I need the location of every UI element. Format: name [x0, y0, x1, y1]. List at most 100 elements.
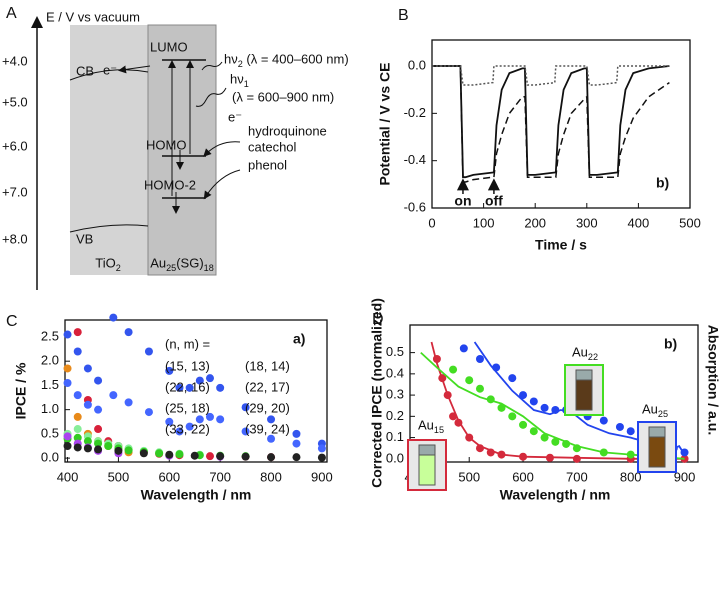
x-tick-label: 800	[260, 469, 282, 484]
data-line	[432, 65, 670, 183]
label: hν1	[230, 71, 249, 89]
point	[438, 374, 447, 383]
x-axis-label: Wavelength / nm	[500, 487, 611, 503]
point	[144, 408, 153, 417]
point	[572, 444, 581, 453]
y-tick-label: -0.4	[404, 152, 426, 167]
y-axis-label: Corrected IPCE (normalized)	[369, 298, 385, 488]
point	[459, 344, 468, 353]
point	[454, 418, 463, 427]
y-tick-label: 0.0	[41, 450, 59, 465]
point	[492, 363, 501, 372]
y-tick-label: -0.6	[404, 199, 426, 214]
point	[83, 400, 92, 409]
x-tick-label: 600	[512, 469, 534, 484]
point	[185, 422, 194, 431]
point	[63, 442, 72, 451]
x-tick-label: 900	[674, 469, 696, 484]
point	[449, 412, 458, 421]
legend-entry: Au25	[642, 401, 668, 419]
photon	[195, 87, 227, 107]
point	[83, 437, 92, 446]
point	[443, 391, 452, 400]
point	[267, 453, 276, 462]
legend-entry: Au22	[572, 344, 598, 362]
chart: D Wavelength / nm Corrected IPCE (normaliz…	[369, 298, 722, 503]
annotation: b)	[664, 336, 677, 352]
point	[267, 434, 276, 443]
y-axis-label: IPCE / %	[13, 362, 29, 419]
label: Au25(SG)18	[150, 255, 214, 273]
point	[241, 403, 250, 412]
point	[465, 376, 474, 385]
point	[73, 391, 82, 400]
label: e⁻	[228, 109, 242, 124]
point	[94, 425, 103, 434]
point	[540, 433, 549, 442]
y-tick-label: 2.0	[41, 353, 59, 368]
legend-title: (n, m) =	[165, 336, 210, 351]
event-label: off	[485, 193, 503, 209]
point	[165, 366, 174, 375]
y-tick-label: 0.2	[386, 408, 404, 423]
label: hydroquinone	[248, 123, 327, 138]
panel-label: B	[398, 7, 409, 24]
point	[165, 450, 174, 459]
vial-body	[648, 436, 666, 468]
point	[508, 412, 517, 421]
point	[241, 452, 250, 461]
point	[73, 412, 82, 421]
point	[175, 427, 184, 436]
x-tick-label: 300	[576, 215, 598, 230]
point	[94, 376, 103, 385]
label: LUMO	[150, 39, 188, 54]
diagram: A E / V vs vacuum +4.0 +5.0 +6.0 +7.0 +8…	[2, 5, 349, 290]
point	[497, 403, 506, 412]
x-tick-label: 700	[209, 469, 231, 484]
energy-tick: +4.0	[2, 53, 28, 68]
legend-entry: (15, 13)	[165, 358, 210, 373]
point	[73, 425, 82, 434]
point	[139, 449, 148, 458]
legend-entry: Au15	[418, 417, 444, 435]
point	[114, 446, 123, 455]
point	[241, 427, 250, 436]
point	[195, 415, 204, 424]
point	[165, 417, 174, 426]
label: VB	[76, 231, 93, 246]
point	[626, 450, 635, 459]
point	[94, 445, 103, 454]
point	[73, 347, 82, 356]
point	[124, 398, 133, 407]
cb-edge	[69, 69, 149, 81]
vial-cap	[648, 426, 666, 438]
x-tick-label: 0	[428, 215, 435, 230]
label: TiO2	[95, 255, 121, 273]
energy-tick: +6.0	[2, 138, 28, 153]
point	[551, 437, 560, 446]
x-tick-label: 900	[311, 469, 333, 484]
data-line	[432, 65, 670, 179]
legend-entry: (39, 24)	[245, 421, 290, 436]
energy-tick: +8.0	[2, 231, 28, 246]
label: hν2 (λ = 400–600 nm)	[224, 51, 349, 69]
point	[317, 444, 326, 453]
legend-entry: (25, 18)	[165, 400, 210, 415]
x-axis-label: Wavelength / nm	[141, 487, 252, 503]
point	[205, 452, 214, 461]
arrow	[203, 169, 241, 200]
x-tick-label: 500	[679, 215, 701, 230]
chart: C Wavelength / nm IPCE / % 400 500 600 700 800 9…	[6, 313, 333, 502]
point	[540, 403, 549, 412]
x-tick-label: 200	[524, 215, 546, 230]
panel-label: D	[372, 311, 384, 328]
vb-edge	[69, 224, 149, 233]
event-label: on	[454, 193, 471, 209]
arrow	[203, 141, 241, 157]
y-tick-label: 0.0	[408, 57, 426, 72]
point	[190, 451, 199, 460]
point	[83, 444, 92, 453]
point	[216, 383, 225, 392]
y-tick-label: 0.0	[386, 450, 404, 465]
